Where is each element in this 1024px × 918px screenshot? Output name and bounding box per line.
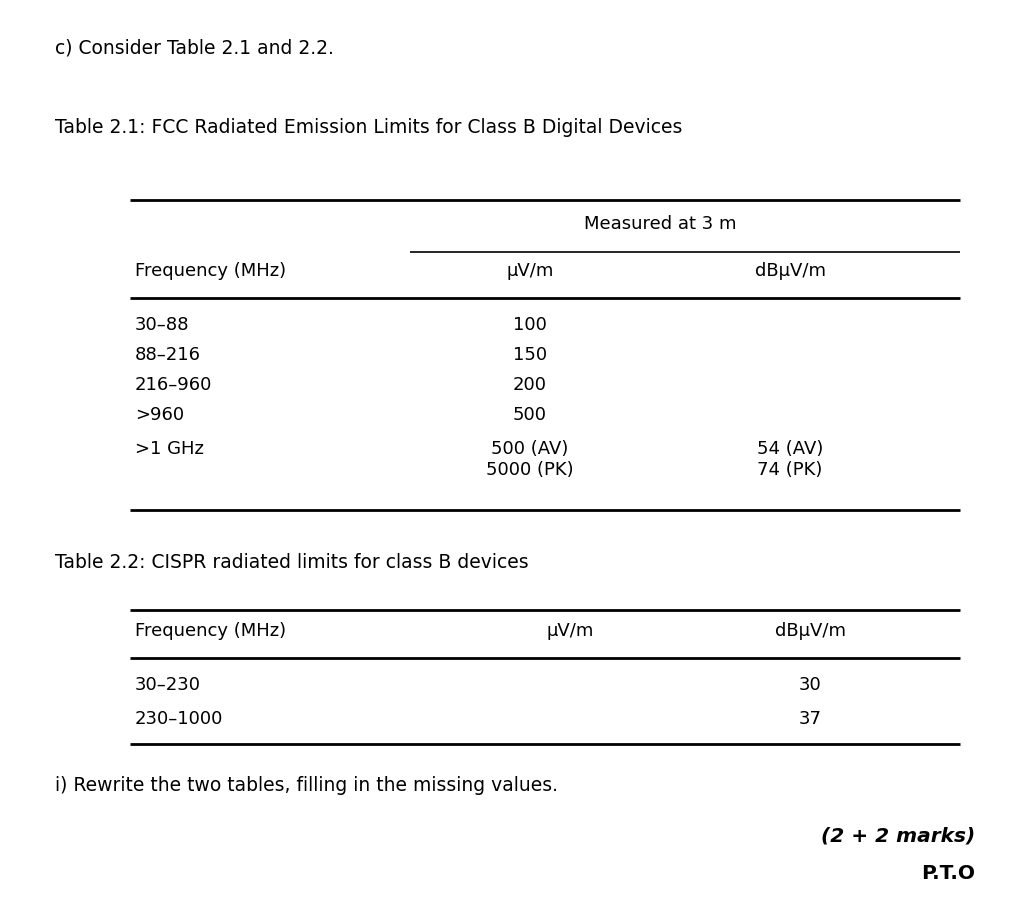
Text: 30: 30	[799, 676, 821, 694]
Text: 500 (AV)
5000 (PK): 500 (AV) 5000 (PK)	[486, 440, 573, 479]
Text: Frequency (MHz): Frequency (MHz)	[135, 262, 286, 280]
Text: >1 GHz: >1 GHz	[135, 440, 204, 458]
Text: 30–88: 30–88	[135, 316, 189, 334]
Text: >960: >960	[135, 406, 184, 424]
Text: μV/m: μV/m	[547, 622, 594, 640]
Text: 54 (AV)
74 (PK): 54 (AV) 74 (PK)	[757, 440, 823, 479]
Text: c) Consider Table 2.1 and 2.2.: c) Consider Table 2.1 and 2.2.	[55, 38, 334, 57]
Text: Table 2.1: FCC Radiated Emission Limits for Class B Digital Devices: Table 2.1: FCC Radiated Emission Limits …	[55, 118, 682, 137]
Text: 100: 100	[513, 316, 547, 334]
Text: 216–960: 216–960	[135, 376, 212, 394]
Text: Table 2.2: CISPR radiated limits for class B devices: Table 2.2: CISPR radiated limits for cla…	[55, 553, 528, 572]
Text: (2 + 2 marks): (2 + 2 marks)	[821, 826, 975, 845]
Text: Measured at 3 m: Measured at 3 m	[584, 215, 736, 233]
Text: 88–216: 88–216	[135, 346, 201, 364]
Text: 230–1000: 230–1000	[135, 710, 223, 728]
Text: i) Rewrite the two tables, filling in the missing values.: i) Rewrite the two tables, filling in th…	[55, 776, 558, 795]
Text: dBμV/m: dBμV/m	[774, 622, 846, 640]
Text: 37: 37	[799, 710, 821, 728]
Text: μV/m: μV/m	[506, 262, 554, 280]
Text: P.T.O: P.T.O	[921, 864, 975, 883]
Text: 150: 150	[513, 346, 547, 364]
Text: Frequency (MHz): Frequency (MHz)	[135, 622, 286, 640]
Text: 500: 500	[513, 406, 547, 424]
Text: 30–230: 30–230	[135, 676, 201, 694]
Text: dBμV/m: dBμV/m	[755, 262, 825, 280]
Text: 200: 200	[513, 376, 547, 394]
